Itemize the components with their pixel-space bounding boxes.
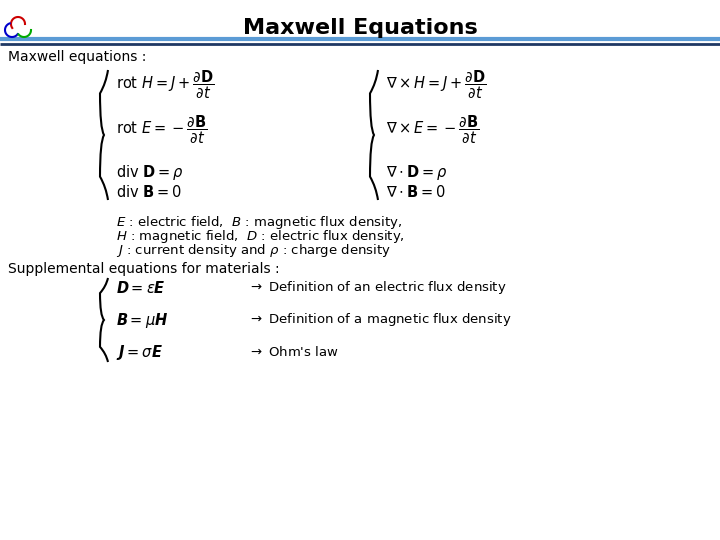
Text: div $\mathbf{B} = 0$: div $\mathbf{B} = 0$ [116, 184, 182, 200]
Text: Supplemental equations for materials :: Supplemental equations for materials : [8, 262, 279, 276]
Text: $\nabla \times H = J+\dfrac{\partial \mathbf{D}}{\partial t}$: $\nabla \times H = J+\dfrac{\partial \ma… [386, 69, 487, 102]
Text: rot $E = -\dfrac{\partial \mathbf{B}}{\partial t}$: rot $E = -\dfrac{\partial \mathbf{B}}{\p… [116, 114, 207, 146]
Text: $E$ : electric field,  $B$ : magnetic flux density,: $E$ : electric field, $B$ : magnetic flu… [116, 214, 402, 231]
Text: $\boldsymbol{D} = \varepsilon \boldsymbol{E}$: $\boldsymbol{D} = \varepsilon \boldsymbo… [116, 280, 166, 296]
Text: rot $H = J+\dfrac{\partial \mathbf{D}}{\partial t}$: rot $H = J+\dfrac{\partial \mathbf{D}}{\… [116, 69, 215, 102]
Text: $H$ : magnetic field,  $D$ : electric flux density,: $H$ : magnetic field, $D$ : electric flu… [116, 228, 405, 245]
Text: $\rightarrow$ Definition of a magnetic flux density: $\rightarrow$ Definition of a magnetic f… [248, 312, 511, 328]
Text: Maxwell equations :: Maxwell equations : [8, 50, 146, 64]
Text: div $\mathbf{D} = \rho$: div $\mathbf{D} = \rho$ [116, 163, 184, 181]
Text: $\nabla \cdot \mathbf{D} = \rho$: $\nabla \cdot \mathbf{D} = \rho$ [386, 163, 447, 181]
Text: $J$ : current density and $\rho$ : charge density: $J$ : current density and $\rho$ : charg… [116, 242, 391, 259]
Text: Maxwell Equations: Maxwell Equations [243, 18, 477, 38]
Text: $\nabla \cdot \mathbf{B} = 0$: $\nabla \cdot \mathbf{B} = 0$ [386, 184, 446, 200]
Text: $\boldsymbol{B} = \mu \boldsymbol{H}$: $\boldsymbol{B} = \mu \boldsymbol{H}$ [116, 310, 168, 329]
Text: $\rightarrow$ Ohm's law: $\rightarrow$ Ohm's law [248, 345, 339, 359]
Text: $\boldsymbol{J} = \sigma \boldsymbol{E}$: $\boldsymbol{J} = \sigma \boldsymbol{E}$ [116, 342, 163, 361]
Text: $\rightarrow$ Definition of an electric flux density: $\rightarrow$ Definition of an electric … [248, 280, 507, 296]
Text: $\nabla \times E = -\dfrac{\partial \mathbf{B}}{\partial t}$: $\nabla \times E = -\dfrac{\partial \mat… [386, 114, 480, 146]
